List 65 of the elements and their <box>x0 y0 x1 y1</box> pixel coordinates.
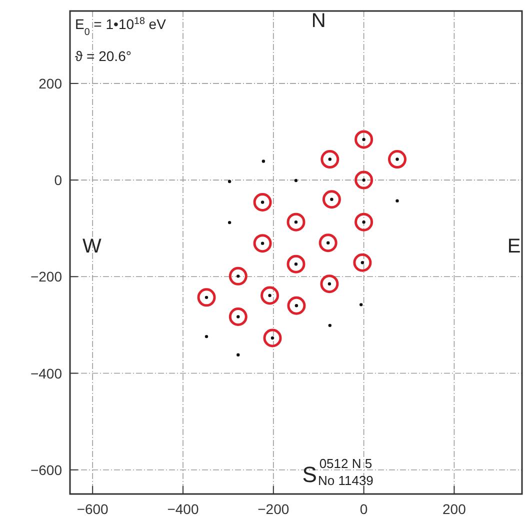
x-tick-label: −200 <box>258 501 290 517</box>
point <box>322 190 341 209</box>
point <box>360 261 364 264</box>
annotation: S <box>302 462 317 487</box>
point <box>253 234 272 253</box>
point <box>286 254 306 274</box>
point <box>253 193 272 212</box>
point <box>294 220 298 224</box>
point <box>236 315 240 318</box>
point <box>287 296 306 315</box>
annotation: E$_{0}$ = 1•10$^{18}$ eV <box>75 16 167 38</box>
annotation: W <box>82 236 102 258</box>
point <box>268 294 272 298</box>
point <box>362 220 366 224</box>
point <box>396 158 399 161</box>
point <box>328 324 332 328</box>
x-tick-label: 0 <box>360 501 368 517</box>
y-tick-label: −200 <box>30 268 62 285</box>
point <box>260 242 264 245</box>
point <box>270 336 274 340</box>
x-tick-label: −400 <box>167 501 199 517</box>
point <box>262 160 266 163</box>
point <box>236 353 240 356</box>
point <box>353 253 372 272</box>
point <box>197 288 216 307</box>
point <box>294 262 298 266</box>
point <box>318 234 338 252</box>
point <box>328 282 332 286</box>
y-tick-label: 200 <box>38 75 62 92</box>
point <box>320 274 339 294</box>
point <box>228 307 248 326</box>
annotation: E <box>507 236 521 258</box>
annotation: ϑ = 20.6° <box>75 48 132 64</box>
y-tick-label: −400 <box>30 365 62 382</box>
point <box>330 198 334 201</box>
point <box>260 200 264 204</box>
point <box>362 138 366 142</box>
point <box>228 220 232 224</box>
point <box>204 334 208 338</box>
y-tick-label: −600 <box>30 462 62 478</box>
x-tick-label: 200 <box>442 501 466 517</box>
point <box>326 241 330 244</box>
point <box>294 304 298 308</box>
point <box>286 212 306 232</box>
point <box>260 286 280 305</box>
point <box>354 130 374 149</box>
point <box>228 180 232 184</box>
point <box>320 150 340 169</box>
point <box>354 170 374 190</box>
point <box>388 150 406 169</box>
x-tick-label: −600 <box>76 501 109 517</box>
annotation: 0512 N 5 <box>319 456 372 471</box>
point <box>263 328 282 348</box>
point <box>354 212 374 232</box>
point <box>294 178 298 182</box>
annotation: N <box>311 10 326 32</box>
point <box>328 158 332 161</box>
point <box>228 266 248 286</box>
point <box>236 274 240 278</box>
annotation: No 11439 <box>318 472 374 488</box>
y-tick-label: 0 <box>54 172 62 188</box>
point <box>362 178 366 182</box>
point <box>204 296 208 300</box>
point <box>396 199 399 202</box>
point <box>359 303 363 306</box>
